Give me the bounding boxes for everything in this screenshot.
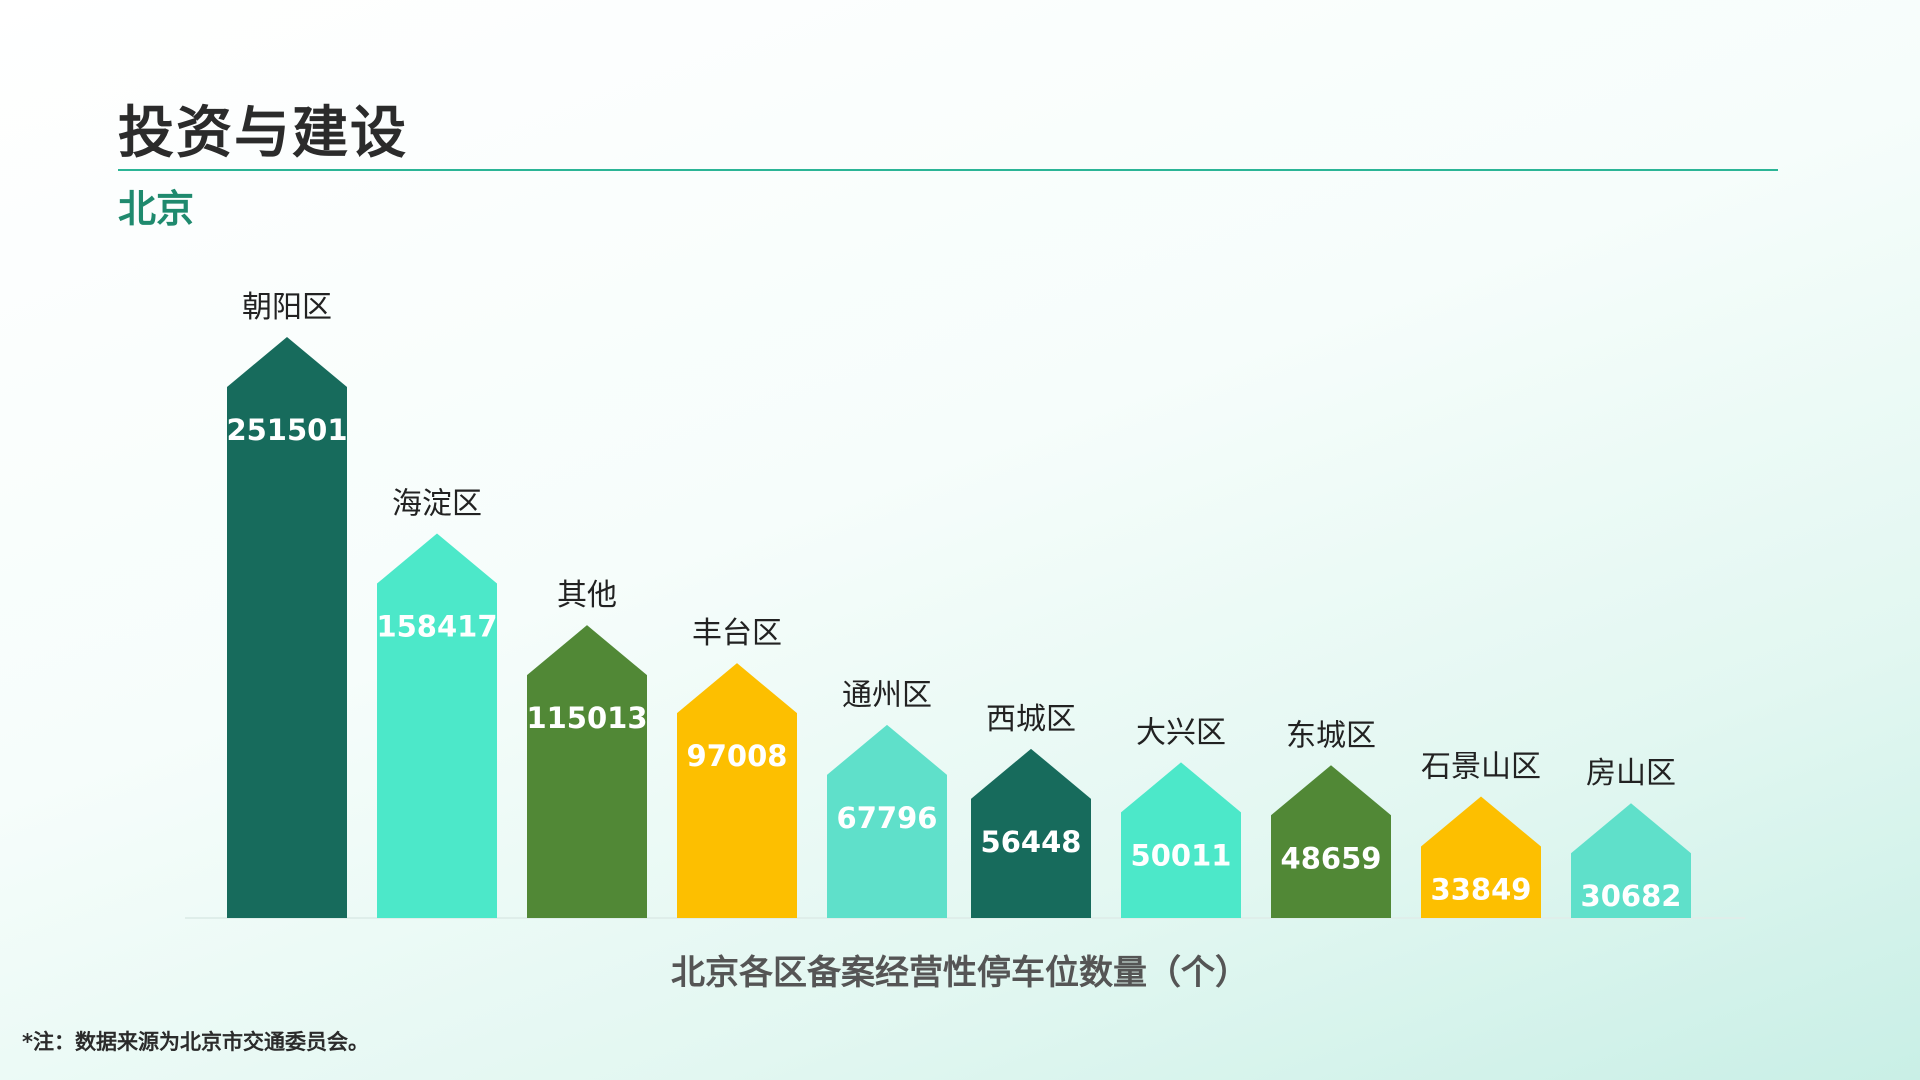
bar-value-label: 50011 bbox=[1131, 838, 1232, 872]
bar-6 bbox=[971, 748, 1091, 918]
title-divider bbox=[118, 169, 1778, 171]
bar-category-label: 石景山区 bbox=[1421, 750, 1541, 785]
bar-value-label: 56448 bbox=[981, 825, 1082, 859]
bar-category-label: 房山区 bbox=[1586, 756, 1676, 791]
bar-value-label: 97008 bbox=[687, 739, 788, 773]
bar-9 bbox=[1421, 796, 1541, 918]
bar-value-label: 115013 bbox=[526, 701, 647, 735]
bar-2 bbox=[377, 533, 497, 918]
bar-category-label: 东城区 bbox=[1286, 718, 1376, 753]
bar-category-label: 朝阳区 bbox=[242, 290, 332, 325]
bar-7 bbox=[1121, 762, 1241, 918]
bar-category-label: 西城区 bbox=[986, 702, 1076, 737]
bar-category-label: 丰台区 bbox=[692, 616, 782, 651]
bar-1 bbox=[227, 337, 347, 918]
bar-5 bbox=[827, 724, 947, 918]
page-title: 投资与建设 bbox=[118, 101, 408, 166]
bar-category-label: 大兴区 bbox=[1136, 715, 1226, 750]
bar-4 bbox=[677, 663, 797, 918]
bar-category-label: 海淀区 bbox=[392, 487, 482, 522]
bar-value-label: 33849 bbox=[1431, 873, 1532, 907]
page-subtitle: 北京 bbox=[118, 187, 195, 231]
bar-category-label: 其他 bbox=[557, 578, 617, 613]
bar-10 bbox=[1571, 803, 1691, 918]
bar-category-label: 通州区 bbox=[842, 678, 932, 713]
chart-caption: 北京各区备案经营性停车位数量（个） bbox=[671, 953, 1249, 993]
bar-8 bbox=[1271, 765, 1391, 918]
source-note: *注：数据来源为北京市交通委员会。 bbox=[22, 1030, 369, 1054]
bar-value-label: 67796 bbox=[837, 801, 938, 835]
bar-value-label: 30682 bbox=[1581, 879, 1682, 913]
bar-value-label: 251501 bbox=[226, 413, 347, 447]
bar-value-label: 158417 bbox=[376, 610, 497, 644]
bar-3 bbox=[527, 625, 647, 918]
bar-value-label: 48659 bbox=[1281, 841, 1382, 875]
